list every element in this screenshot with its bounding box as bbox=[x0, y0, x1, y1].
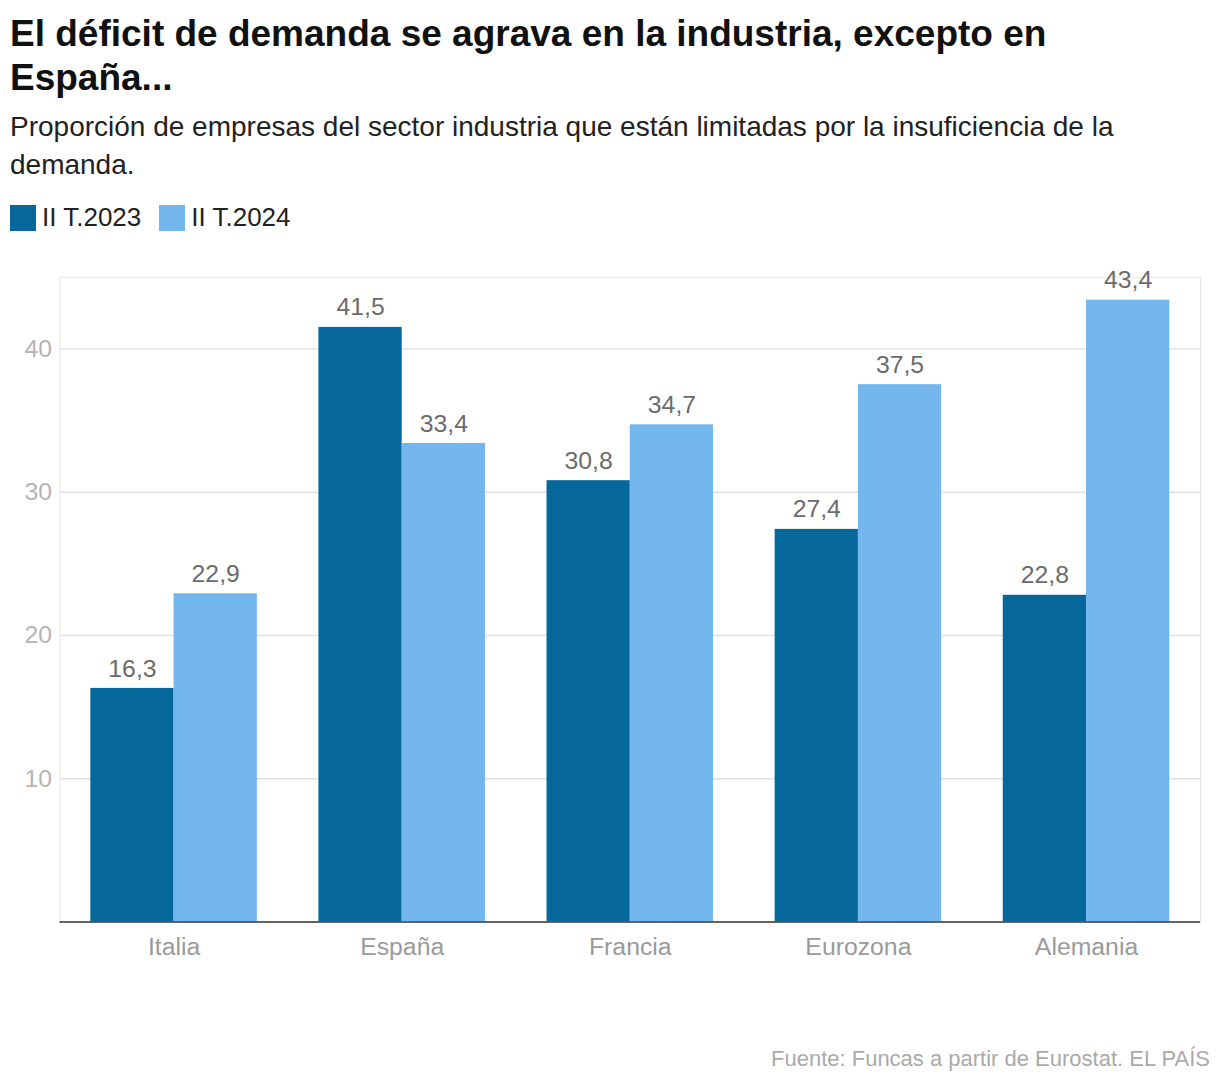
svg-text:27,4: 27,4 bbox=[793, 495, 841, 522]
svg-text:10: 10 bbox=[25, 765, 53, 792]
svg-text:Alemania: Alemania bbox=[1035, 933, 1139, 960]
svg-text:30,8: 30,8 bbox=[565, 447, 613, 474]
html-text:Fuente: Funcas a partir de Eur: Fuente: Funcas a partir de Eurostat. EL … bbox=[771, 1046, 1210, 1071]
svg-text:16,3: 16,3 bbox=[108, 654, 156, 681]
html-text:II T.2024: II T.2024 bbox=[191, 202, 291, 232]
svg-text:33,4: 33,4 bbox=[420, 410, 468, 437]
html-text:II T.2023: II T.2023 bbox=[42, 202, 142, 232]
html-text:Proporción de empresas del sec: Proporción de empresas del sector indust… bbox=[10, 111, 1114, 180]
svg-text:22,8: 22,8 bbox=[1021, 561, 1069, 588]
svg-text:34,7: 34,7 bbox=[648, 391, 696, 418]
svg-text:22,9: 22,9 bbox=[192, 560, 240, 587]
svg-text:37,5: 37,5 bbox=[876, 351, 924, 378]
svg-text:Italia: Italia bbox=[148, 933, 201, 960]
svg-text:Francia: Francia bbox=[589, 933, 672, 960]
svg-text:43,4: 43,4 bbox=[1104, 266, 1152, 293]
svg-text:España: España bbox=[360, 933, 444, 960]
html-text:El déficit de demanda se agrav: El déficit de demanda se agrava en la in… bbox=[10, 13, 1047, 98]
svg-text:41,5: 41,5 bbox=[336, 293, 384, 320]
svg-text:30: 30 bbox=[25, 478, 53, 505]
svg-text:40: 40 bbox=[25, 335, 53, 362]
svg-text:Eurozona: Eurozona bbox=[805, 933, 911, 960]
svg-text:20: 20 bbox=[25, 621, 53, 648]
